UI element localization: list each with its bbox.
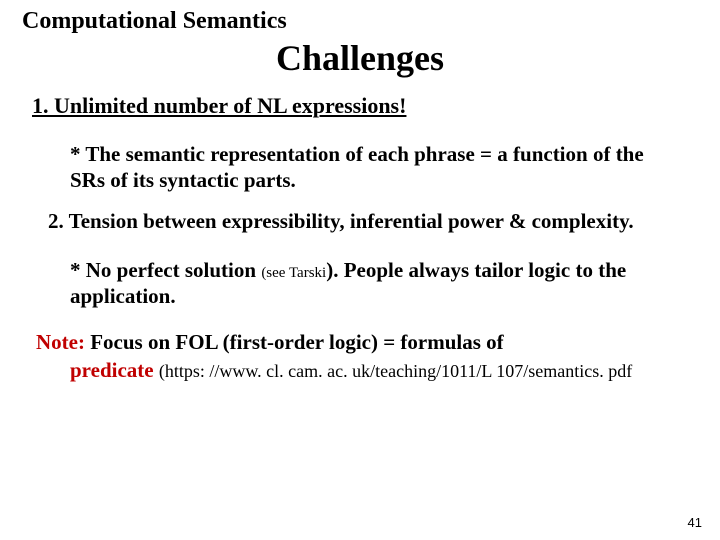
predicate-word: predicate bbox=[70, 358, 159, 382]
list-item-2: 2. Tension between expressibility, infer… bbox=[48, 208, 672, 235]
slide-title: Challenges bbox=[22, 37, 698, 79]
list-item-1: 1. Unlimited number of NL expressions! bbox=[32, 93, 698, 119]
list-item-2-sub: * No perfect solution (see Tarski). Peop… bbox=[70, 257, 650, 310]
slide-container: Computational Semantics Challenges 1. Un… bbox=[0, 0, 720, 540]
list-item-1-sub: * The semantic representation of each ph… bbox=[70, 141, 650, 194]
note-url: (https: //www. cl. cam. ac. uk/teaching/… bbox=[159, 361, 632, 381]
note-line: Note: Focus on FOL (first-order logic) =… bbox=[36, 329, 684, 384]
page-number: 41 bbox=[688, 515, 702, 530]
sub2-citation: (see Tarski bbox=[261, 265, 326, 281]
note-rest: Focus on FOL (first-order logic) = formu… bbox=[85, 330, 504, 354]
note-label: Note: bbox=[36, 330, 85, 354]
sub2-text-a: * No perfect solution bbox=[70, 258, 261, 282]
slide-header: Computational Semantics bbox=[22, 8, 698, 35]
